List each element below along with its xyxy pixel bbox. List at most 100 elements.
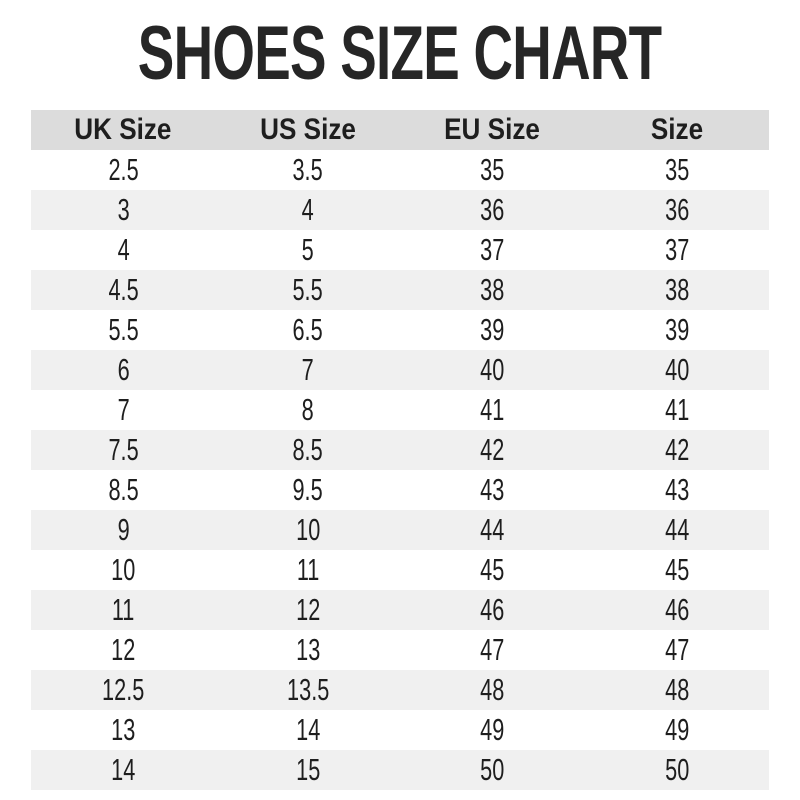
header-size-label: Size — [650, 113, 703, 146]
cell-eu-size: 43 — [400, 470, 585, 510]
cell-eu-size: 47 — [400, 630, 585, 670]
size-chart-table: UK Size US Size EU Size Size 2.5 3.5 35 … — [31, 110, 769, 790]
cell-uk-size-value: 7 — [117, 392, 130, 427]
cell-us-size: 4 — [216, 190, 401, 230]
cell-uk-size: 12 — [31, 630, 216, 670]
table-row: 14 15 50 50 — [31, 750, 769, 790]
cell-uk-size: 6 — [31, 350, 216, 390]
cell-us-size-value: 7 — [301, 352, 314, 387]
table-row: 10 11 45 45 — [31, 550, 769, 590]
cell-us-size-value: 11 — [296, 552, 320, 587]
header-uk-size-label: UK Size — [74, 113, 172, 146]
cell-uk-size: 8.5 — [31, 470, 216, 510]
cell-us-size: 8.5 — [216, 430, 401, 470]
table-row: 8.5 9.5 43 43 — [31, 470, 769, 510]
cell-size-value: 47 — [664, 632, 689, 667]
cell-eu-size: 50 — [400, 750, 585, 790]
cell-uk-size: 7.5 — [31, 430, 216, 470]
cell-size-value: 36 — [664, 192, 689, 227]
header-us-size: US Size — [215, 110, 400, 150]
cell-us-size-value: 14 — [295, 712, 320, 747]
cell-eu-size-value: 36 — [480, 192, 505, 227]
cell-size: 37 — [585, 230, 770, 270]
cell-uk-size: 3 — [31, 190, 216, 230]
cell-eu-size-value: 37 — [480, 232, 505, 267]
cell-uk-size-value: 5.5 — [108, 312, 139, 347]
cell-uk-size: 4.5 — [31, 270, 216, 310]
page-title: SHOES SIZE CHART — [0, 0, 800, 92]
cell-us-size: 13.5 — [216, 670, 401, 710]
cell-size-value: 35 — [664, 152, 689, 187]
cell-eu-size-value: 47 — [480, 632, 505, 667]
cell-eu-size: 40 — [400, 350, 585, 390]
cell-uk-size-value: 8.5 — [108, 472, 139, 507]
table-row: 5.5 6.5 39 39 — [31, 310, 769, 350]
cell-us-size: 13 — [216, 630, 401, 670]
cell-uk-size-value: 6 — [117, 352, 130, 387]
cell-size-value: 50 — [664, 752, 689, 787]
cell-eu-size-value: 39 — [480, 312, 505, 347]
header-eu-size: EU Size — [400, 110, 585, 150]
cell-size: 46 — [585, 590, 770, 630]
cell-uk-size: 9 — [31, 510, 216, 550]
cell-size-value: 38 — [664, 272, 689, 307]
cell-us-size: 9.5 — [216, 470, 401, 510]
cell-eu-size-value: 42 — [480, 432, 505, 467]
cell-uk-size-value: 4 — [117, 232, 130, 267]
table-row: 11 12 46 46 — [31, 590, 769, 630]
cell-us-size-value: 3.5 — [292, 152, 323, 187]
cell-uk-size: 7 — [31, 390, 216, 430]
cell-eu-size: 42 — [400, 430, 585, 470]
cell-us-size: 6.5 — [216, 310, 401, 350]
cell-size-value: 46 — [664, 592, 689, 627]
cell-us-size-value: 9.5 — [292, 472, 323, 507]
cell-eu-size-value: 35 — [480, 152, 505, 187]
cell-size-value: 42 — [664, 432, 689, 467]
cell-eu-size: 44 — [400, 510, 585, 550]
cell-eu-size: 37 — [400, 230, 585, 270]
cell-size: 40 — [585, 350, 770, 390]
cell-eu-size-value: 49 — [480, 712, 505, 747]
cell-size: 50 — [585, 750, 770, 790]
cell-eu-size-value: 50 — [480, 752, 505, 787]
cell-us-size: 3.5 — [216, 150, 401, 190]
cell-uk-size: 5.5 — [31, 310, 216, 350]
cell-eu-size-value: 43 — [480, 472, 505, 507]
page-title-text: SHOES SIZE CHART — [138, 11, 662, 96]
cell-size-value: 43 — [664, 472, 689, 507]
header-row: UK Size US Size EU Size Size — [31, 110, 769, 150]
cell-uk-size-value: 10 — [111, 552, 136, 587]
table-row: 12 13 47 47 — [31, 630, 769, 670]
cell-us-size-value: 15 — [295, 752, 320, 787]
cell-uk-size-value: 11 — [111, 592, 135, 627]
cell-us-size: 5 — [216, 230, 401, 270]
cell-us-size-value: 4 — [301, 192, 314, 227]
cell-us-size-value: 8.5 — [292, 432, 323, 467]
cell-size-value: 44 — [664, 512, 689, 547]
header-size: Size — [584, 110, 769, 150]
table-row: 13 14 49 49 — [31, 710, 769, 750]
cell-uk-size-value: 7.5 — [108, 432, 139, 467]
cell-eu-size: 38 — [400, 270, 585, 310]
cell-size-value: 48 — [664, 672, 689, 707]
cell-eu-size-value: 45 — [480, 552, 505, 587]
cell-uk-size-value: 2.5 — [108, 152, 139, 187]
cell-uk-size-value: 3 — [117, 192, 130, 227]
cell-eu-size-value: 38 — [480, 272, 505, 307]
header-us-size-label: US Size — [259, 113, 356, 146]
cell-uk-size-value: 13 — [111, 712, 136, 747]
cell-us-size: 12 — [216, 590, 401, 630]
cell-uk-size: 4 — [31, 230, 216, 270]
cell-size-value: 40 — [664, 352, 689, 387]
cell-us-size: 5.5 — [216, 270, 401, 310]
cell-size: 48 — [585, 670, 770, 710]
cell-size-value: 37 — [664, 232, 689, 267]
cell-size: 36 — [585, 190, 770, 230]
cell-size-value: 41 — [664, 392, 689, 427]
cell-us-size-value: 13.5 — [286, 672, 329, 707]
cell-eu-size: 46 — [400, 590, 585, 630]
size-table-body: 2.5 3.5 35 35 3 4 36 36 4 5 37 37 4.5 5.… — [31, 150, 769, 790]
table-row: 4 5 37 37 — [31, 230, 769, 270]
cell-us-size-value: 13 — [295, 632, 320, 667]
cell-uk-size: 10 — [31, 550, 216, 590]
